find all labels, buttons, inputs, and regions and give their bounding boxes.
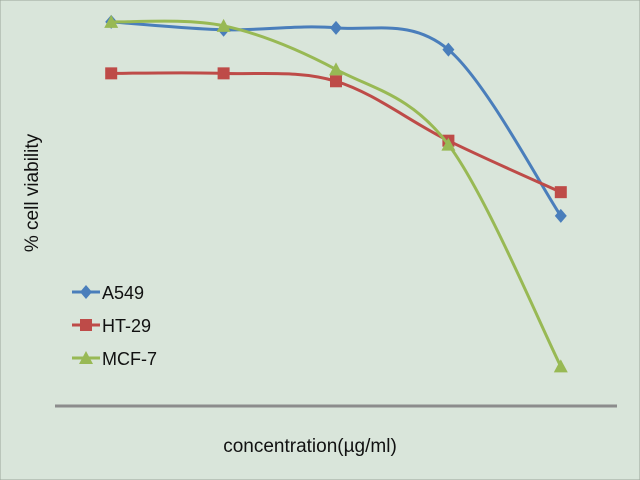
data-point-ht-29-1 <box>105 67 118 80</box>
series-line-a549 <box>111 20 563 217</box>
data-point-a549-3 <box>330 20 342 35</box>
data-point-mcf-7-4 <box>441 137 456 151</box>
y-axis-label: % cell viability <box>22 133 43 252</box>
legend-marker-a549 <box>80 285 92 299</box>
series-layer <box>104 14 568 373</box>
data-point-a549-5 <box>554 208 567 223</box>
data-point-mcf-7-3 <box>329 62 343 76</box>
x-axis-label: concentration(µg/ml) <box>223 436 397 457</box>
data-point-mcf-7-5 <box>553 359 568 373</box>
data-point-ht-29-2 <box>217 67 230 80</box>
legend-marker-mcf-7 <box>79 351 93 364</box>
legend-label-mcf-7: MCF-7 <box>102 349 157 369</box>
data-point-mcf-7-2 <box>216 18 231 32</box>
legend-marker-ht-29 <box>80 319 92 331</box>
data-point-mcf-7-1 <box>104 14 119 28</box>
data-point-ht-29-3 <box>330 75 342 88</box>
series-line-mcf-7 <box>111 19 563 368</box>
data-point-a549-4 <box>442 42 455 57</box>
legend-label-ht-29: HT-29 <box>102 316 151 336</box>
data-point-ht-29-5 <box>554 186 567 199</box>
legend: A549 HT-29 MCF-7 <box>72 283 157 369</box>
legend-label-a549: A549 <box>102 283 144 303</box>
